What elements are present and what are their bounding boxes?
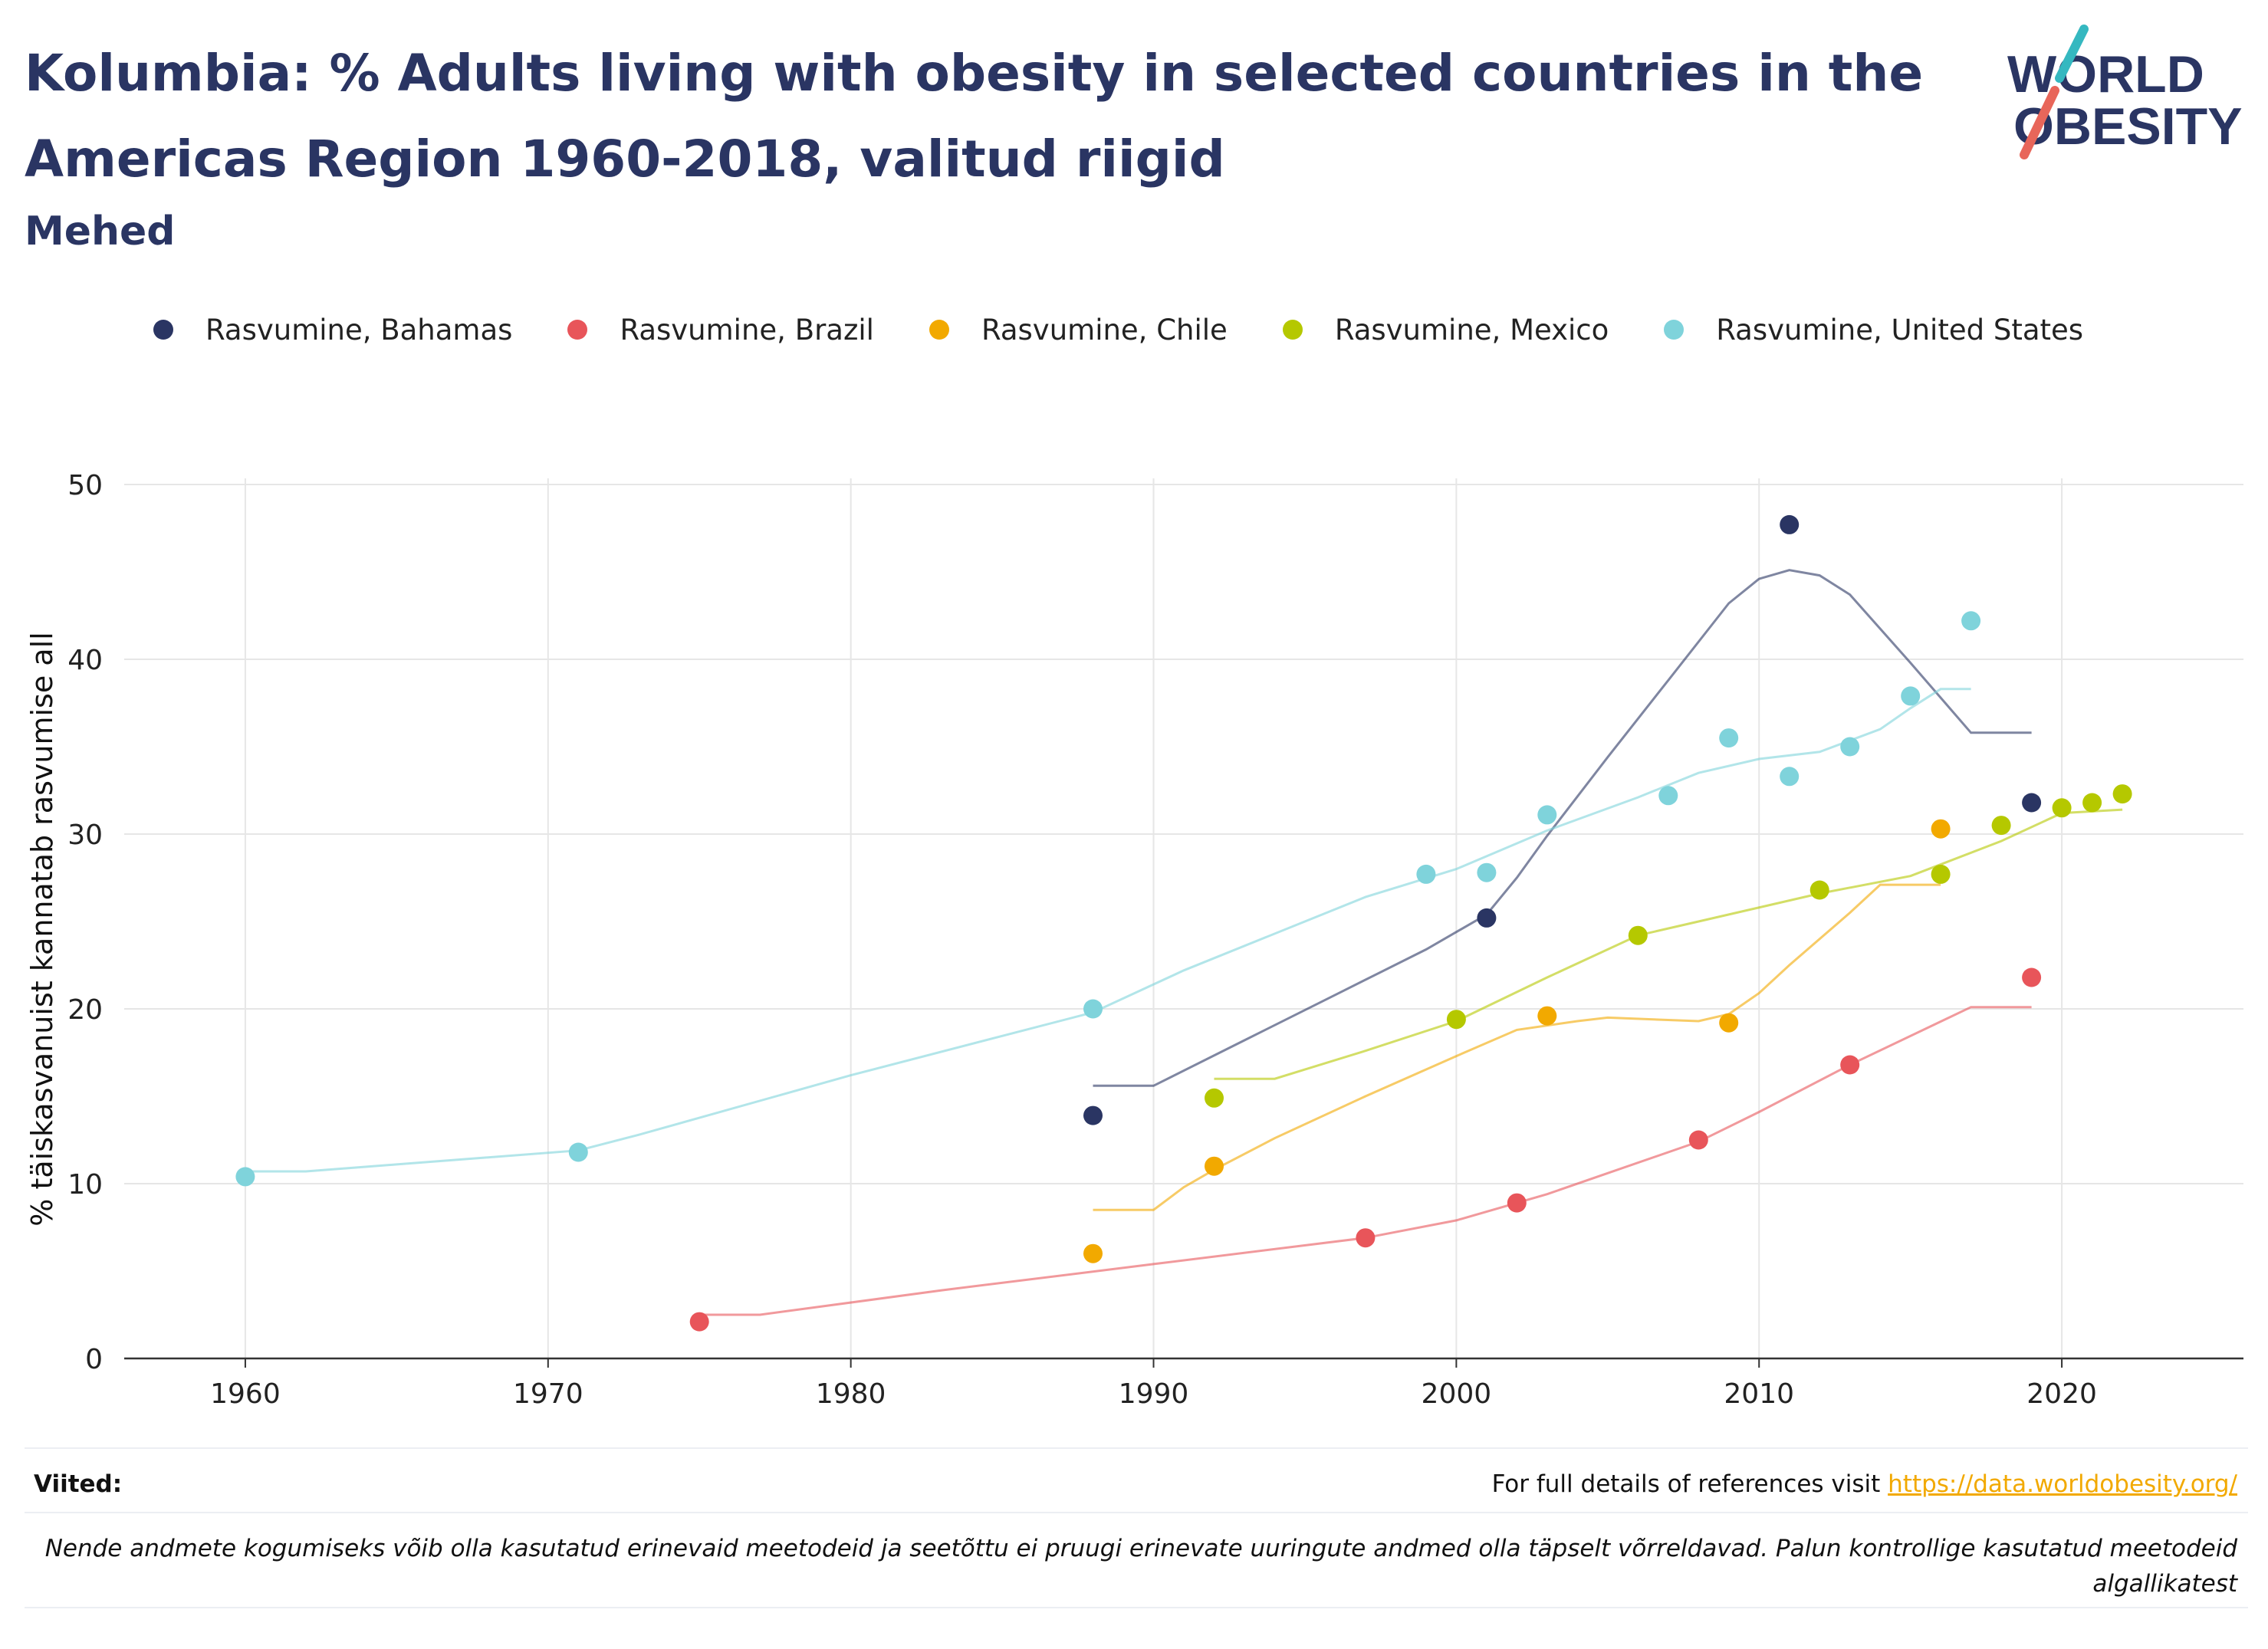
legend-marker — [1282, 320, 1303, 340]
data-point — [2082, 793, 2102, 813]
y-tick-label: 0 — [85, 1344, 103, 1375]
y-axis-label: % täiskasvanuist kannatab rasvumise all — [25, 632, 59, 1226]
legend-item[interactable]: Rasvumine, Mexico — [1282, 313, 1609, 347]
data-point — [1537, 805, 1557, 825]
data-point — [1840, 737, 1860, 757]
data-point — [1477, 908, 1497, 928]
references-prefix: For full details of references visit — [1491, 1470, 1888, 1498]
data-point — [1205, 1088, 1224, 1108]
data-point — [1477, 862, 1497, 882]
data-point — [1719, 1013, 1739, 1033]
data-point — [1719, 728, 1739, 748]
x-tick-label: 2010 — [1724, 1378, 1794, 1410]
legend-marker — [929, 320, 949, 340]
trend-line — [699, 1006, 2032, 1316]
legend-label: Rasvumine, United States — [1716, 313, 2084, 347]
data-point — [1628, 925, 1648, 945]
scatter-chart: 0 10 20 30 40 50 1960 1970 1980 1990 2000 2010 2020%… — [25, 470, 2243, 1410]
data-point — [1991, 816, 2011, 836]
references-link[interactable]: https://data.worldobesity.org/ — [1888, 1470, 2237, 1498]
data-point — [235, 1167, 255, 1187]
svg-text:WORLD: WORLD — [2007, 45, 2204, 103]
legend-label: Rasvumine, Brazil — [620, 313, 874, 347]
legend-label: Rasvumine, Bahamas — [205, 313, 513, 347]
data-point — [1083, 999, 1103, 1019]
trend-line — [1093, 883, 1941, 1211]
y-tick-label: 30 — [67, 820, 103, 851]
data-point — [2052, 798, 2072, 818]
data-point — [1658, 786, 1678, 806]
references-label: Viited: — [34, 1470, 123, 1498]
data-point — [1780, 767, 1800, 787]
legend-item[interactable]: Rasvumine, United States — [1664, 314, 2083, 347]
data-point — [1446, 1010, 1466, 1030]
trend-line — [1093, 569, 2032, 1087]
trend-line — [245, 688, 1971, 1173]
data-point — [2022, 793, 2042, 813]
legend-marker — [153, 320, 173, 340]
data-point — [1416, 864, 1436, 884]
data-point — [1688, 1130, 1708, 1150]
references-text: For full details of references visit htt… — [1492, 1470, 2237, 1498]
data-point — [1083, 1105, 1103, 1125]
world-obesity-logo: WORLD OBESITY — [2007, 25, 2243, 159]
methodology-note: Nende andmete kogumiseks võib olla kasut… — [44, 1535, 2237, 1598]
legend-item[interactable]: Rasvumine, Brazil — [567, 314, 874, 347]
data-point — [1083, 1243, 1103, 1263]
y-tick-label: 20 — [67, 994, 103, 1026]
chart-title: Kolumbia: % Adults living with obesity i… — [25, 44, 1924, 189]
data-point — [1507, 1193, 1527, 1213]
data-point — [2112, 784, 2132, 804]
legend-label: Rasvumine, Chile — [981, 313, 1228, 347]
data-point — [1840, 1055, 1860, 1075]
data-point — [1205, 1156, 1224, 1176]
chart-legend: Rasvumine, Bahamas Rasvumine, Brazil Rasvu… — [153, 307, 2138, 353]
x-tick-label: 1960 — [210, 1378, 281, 1410]
legend-item[interactable]: Rasvumine, Chile — [929, 314, 1228, 347]
data-point — [1537, 1006, 1557, 1026]
legend-label: Rasvumine, Mexico — [1334, 313, 1609, 347]
footer-divider-middle — [25, 1512, 2248, 1513]
x-tick-label: 1980 — [816, 1378, 886, 1410]
chart-subtitle: Mehed — [25, 209, 176, 255]
data-point — [1901, 686, 1921, 706]
data-point — [1356, 1228, 1376, 1248]
footer-divider-bottom — [25, 1607, 2248, 1608]
data-point — [1931, 819, 1951, 839]
x-tick-label: 2000 — [1422, 1378, 1492, 1410]
y-tick-label: 50 — [67, 470, 103, 501]
legend-marker — [1664, 320, 1685, 340]
trend-line — [1214, 808, 2123, 1080]
x-tick-label: 1990 — [1119, 1378, 1189, 1410]
y-tick-label: 10 — [67, 1169, 103, 1201]
data-point — [1809, 880, 1829, 900]
x-tick-label: 1970 — [513, 1378, 583, 1410]
legend-item[interactable]: Rasvumine, Bahamas — [153, 314, 512, 347]
data-point — [2022, 967, 2042, 987]
data-point — [568, 1142, 588, 1162]
legend-marker — [567, 320, 588, 340]
x-tick-label: 2020 — [2026, 1378, 2097, 1410]
data-point — [1961, 611, 1981, 631]
data-point — [1931, 864, 1951, 884]
data-point — [689, 1312, 709, 1332]
footer-divider-top — [25, 1447, 2248, 1449]
data-point — [1780, 514, 1800, 534]
y-tick-label: 40 — [67, 645, 103, 676]
